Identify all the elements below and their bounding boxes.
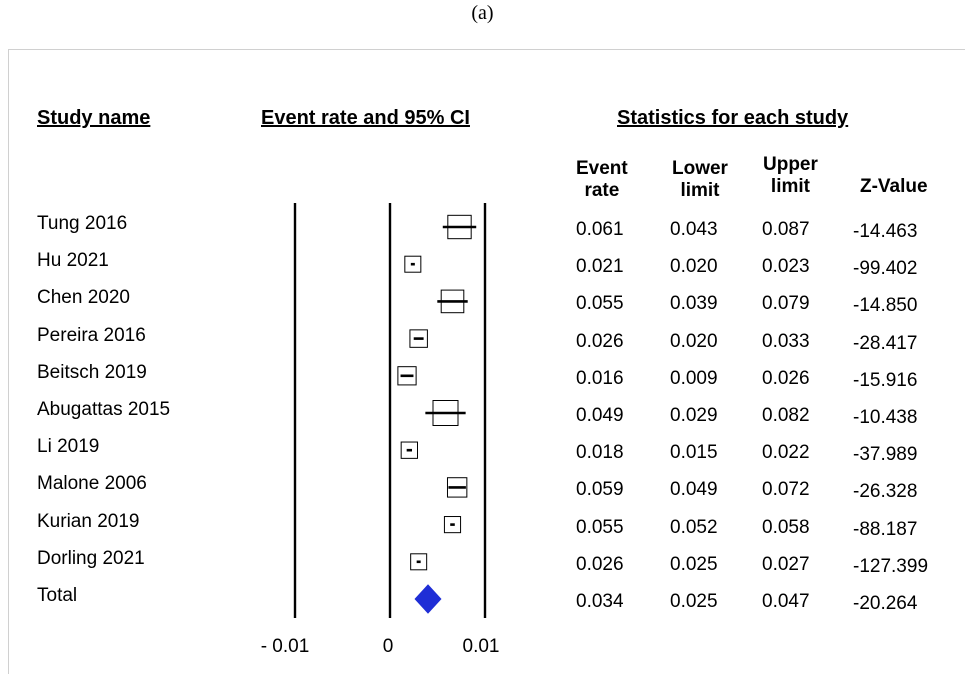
lower-limit-value: 0.043 — [670, 219, 718, 240]
col-header-lower-limit-line2: limit — [680, 180, 720, 201]
summary-diamond — [414, 584, 442, 614]
z-value: -14.463 — [853, 221, 918, 242]
upper-limit-value: 0.082 — [762, 405, 810, 426]
event-rate-value: 0.059 — [576, 479, 624, 501]
lower-limit-value: 0.020 — [670, 256, 718, 278]
panel-label: (a) — [471, 2, 494, 24]
lower-limit-value: 0.025 — [670, 553, 718, 575]
study-name: Beitsch 2019 — [37, 361, 147, 383]
event-rate-value: 0.049 — [576, 405, 624, 426]
z-value: -26.328 — [853, 481, 918, 503]
col-header-upper-limit: Upper limit — [763, 154, 818, 198]
event-rate-value: 0.034 — [576, 591, 624, 612]
study-name: Tung 2016 — [37, 213, 128, 234]
col-header-z-value: Z-Value — [860, 176, 928, 197]
x-tick-label: - 0.01 — [261, 636, 310, 657]
study-name: Chen 2020 — [37, 287, 130, 309]
event-rate-value: 0.055 — [576, 516, 624, 538]
lower-limit-value: 0.009 — [670, 367, 718, 389]
event-rate-value: 0.055 — [576, 293, 624, 315]
upper-limit-value: 0.058 — [762, 516, 810, 538]
z-value: -88.187 — [853, 518, 918, 540]
study-name: Pereira 2016 — [37, 324, 146, 346]
header-statistics: Statistics for each study — [617, 107, 849, 129]
study-name: Kurian 2019 — [37, 510, 140, 532]
z-value: -37.989 — [853, 444, 918, 466]
upper-limit-value: 0.023 — [762, 256, 810, 278]
upper-limit-value: 0.033 — [762, 330, 810, 352]
z-value: -99.402 — [853, 258, 918, 280]
upper-limit-value: 0.072 — [762, 479, 810, 501]
upper-limit-value: 0.026 — [762, 367, 810, 389]
event-rate-value: 0.026 — [576, 553, 624, 575]
lower-limit-value: 0.029 — [670, 405, 718, 426]
study-name: Abugattas 2015 — [37, 399, 171, 420]
lower-limit-value: 0.015 — [670, 442, 718, 464]
col-header-upper-limit-line2: limit — [770, 176, 810, 197]
upper-limit-value: 0.087 — [762, 219, 810, 240]
z-value: -14.850 — [853, 295, 918, 317]
lower-limit-value: 0.025 — [670, 591, 718, 612]
col-header-event-rate-line1: Event — [576, 158, 628, 179]
col-header-event-rate: Event rate — [576, 158, 628, 202]
total-label: Total — [37, 585, 78, 606]
x-tick-label: 0 — [383, 636, 394, 657]
event-rate-value: 0.061 — [576, 219, 624, 240]
event-rate-value: 0.016 — [576, 367, 624, 389]
col-header-upper-limit-line1: Upper — [763, 154, 818, 175]
upper-limit-value: 0.022 — [762, 442, 810, 464]
z-value: -28.417 — [853, 332, 918, 354]
z-value: -127.399 — [853, 555, 929, 577]
header-event-rate-ci: Event rate and 95% CI — [261, 107, 470, 129]
study-name: Li 2019 — [37, 436, 100, 458]
upper-limit-value: 0.079 — [762, 293, 810, 315]
figure-frame — [8, 49, 965, 674]
lower-limit-value: 0.020 — [670, 330, 718, 352]
upper-limit-value: 0.027 — [762, 553, 810, 575]
z-value: -20.264 — [853, 593, 918, 614]
z-value: -15.916 — [853, 369, 918, 391]
col-header-lower-limit-line1: Lower — [672, 158, 728, 179]
z-value: -10.438 — [853, 407, 918, 428]
upper-limit-value: 0.047 — [762, 591, 810, 612]
study-name: Malone 2006 — [37, 473, 147, 495]
x-tick-label: 0.01 — [463, 636, 500, 657]
lower-limit-value: 0.039 — [670, 293, 718, 315]
col-header-lower-limit: Lower limit — [672, 158, 728, 202]
event-rate-value: 0.026 — [576, 330, 624, 352]
lower-limit-value: 0.052 — [670, 516, 718, 538]
study-name: Hu 2021 — [37, 250, 109, 272]
lower-limit-value: 0.049 — [670, 479, 718, 501]
header-study-name: Study name — [37, 107, 151, 129]
event-rate-value: 0.021 — [576, 256, 624, 278]
col-header-event-rate-line2: rate — [584, 180, 620, 201]
event-rate-value: 0.018 — [576, 442, 624, 464]
study-name: Dorling 2021 — [37, 547, 145, 569]
